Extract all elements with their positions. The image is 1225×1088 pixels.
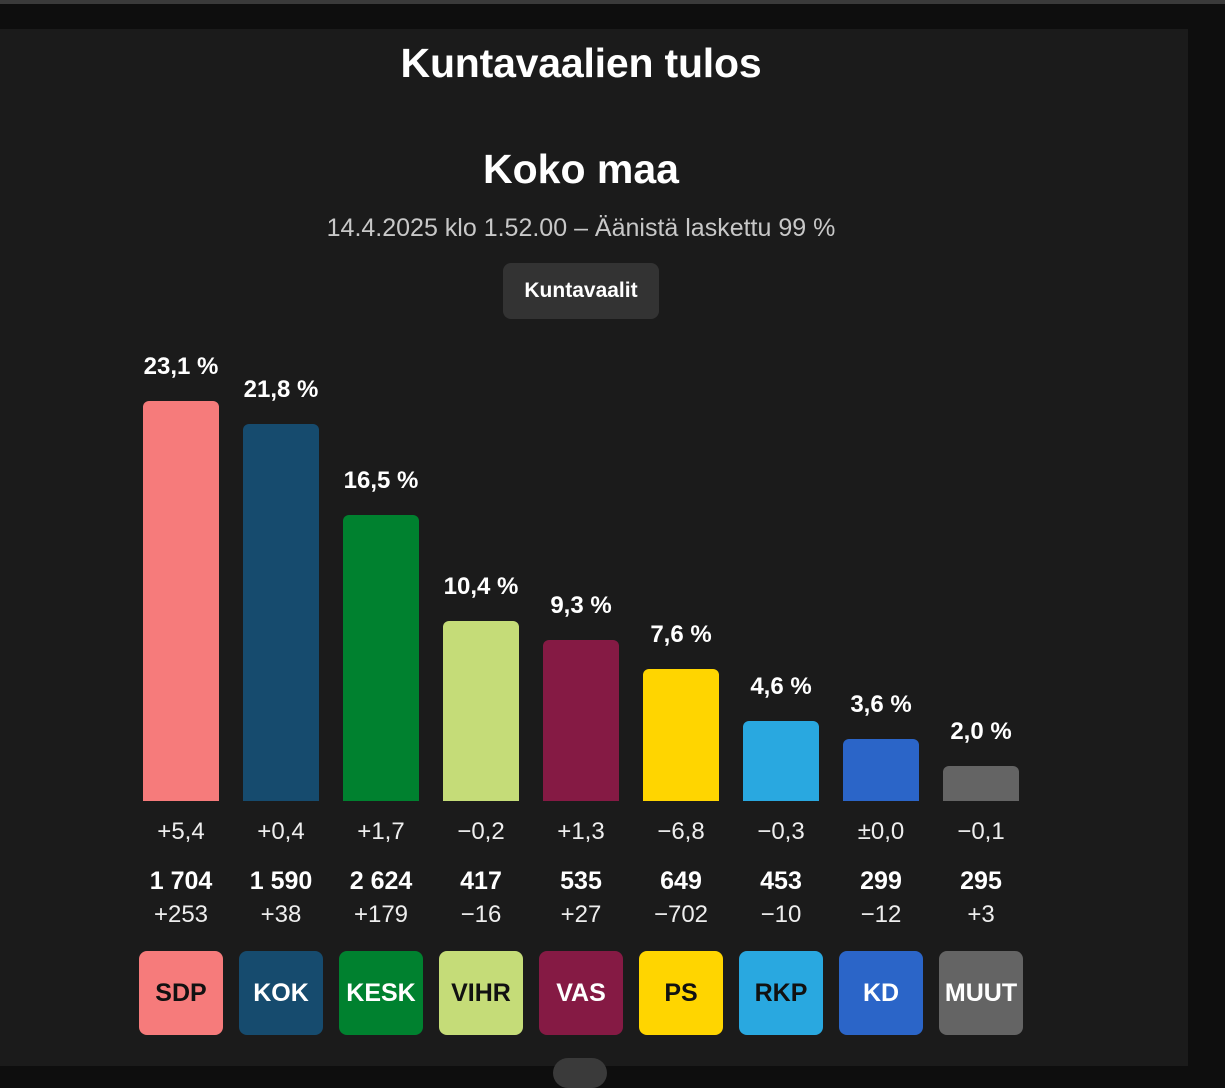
bar-base-mask <box>742 801 820 809</box>
change-label-ps: −6,8 <box>657 818 705 845</box>
change-label-kd: ±0,0 <box>857 818 905 845</box>
value-label-rkp: 4,6 % <box>750 673 812 700</box>
party-badge-vas[interactable]: VAS <box>539 951 623 1035</box>
bar-base-mask <box>242 801 320 809</box>
change-label-sdp: +5,4 <box>157 818 205 845</box>
results-bar-chart <box>142 401 1020 809</box>
seat-change-label-kd: −12 <box>860 901 902 928</box>
window-top-border <box>0 0 1225 4</box>
change-label-muut: −0,1 <box>957 818 1005 845</box>
party-badge-kesk[interactable]: KESK <box>339 951 423 1035</box>
bar-kok <box>243 424 319 807</box>
bar-rkp <box>743 721 819 807</box>
bar-kesk <box>343 515 419 807</box>
bar-vas <box>543 640 619 807</box>
seats-label-vas: 535 <box>560 867 602 895</box>
election-type-button[interactable]: Kuntavaalit <box>503 263 659 319</box>
bar-ps <box>643 669 719 807</box>
bar-base-mask <box>542 801 620 809</box>
party-badge-sdp[interactable]: SDP <box>139 951 223 1035</box>
change-label-vas: +1,3 <box>557 818 605 845</box>
seat-change-label-rkp: −10 <box>760 901 802 928</box>
party-badge-kd[interactable]: KD <box>839 951 923 1035</box>
party-badge-rkp[interactable]: RKP <box>739 951 823 1035</box>
seat-change-label-sdp: +253 <box>153 901 209 928</box>
seats-label-vihr: 417 <box>460 867 502 895</box>
seats-label-kesk: 2 624 <box>349 867 413 895</box>
count-status-text: 14.4.2025 klo 1.52.00 – Äänistä laskettu… <box>326 214 836 242</box>
party-badge-kok[interactable]: KOK <box>239 951 323 1035</box>
party-badge-muut[interactable]: MUUT <box>939 951 1023 1035</box>
bar-base-mask <box>142 801 220 809</box>
value-label-vas: 9,3 % <box>550 592 612 619</box>
party-badge-vihr[interactable]: VIHR <box>439 951 523 1035</box>
bar-base-mask <box>942 801 1020 809</box>
seats-label-rkp: 453 <box>760 867 802 895</box>
bar-vihr <box>443 621 519 807</box>
bar-kd <box>843 739 919 807</box>
value-label-kok: 21,8 % <box>243 376 319 403</box>
seats-label-sdp: 1 704 <box>149 867 213 895</box>
seat-change-label-vihr: −16 <box>460 901 502 928</box>
value-label-sdp: 23,1 % <box>143 353 219 380</box>
bar-sdp <box>143 401 219 807</box>
scroll-handle[interactable] <box>553 1058 607 1088</box>
seat-change-label-kesk: +179 <box>353 901 409 928</box>
value-label-kesk: 16,5 % <box>343 467 419 494</box>
value-label-ps: 7,6 % <box>650 621 712 648</box>
change-label-kesk: +1,7 <box>357 818 405 845</box>
bar-base-mask <box>842 801 920 809</box>
bar-base-mask <box>342 801 420 809</box>
seat-change-label-muut: +3 <box>967 901 995 928</box>
value-label-vihr: 10,4 % <box>443 573 519 600</box>
value-label-muut: 2,0 % <box>950 718 1012 745</box>
seats-label-kok: 1 590 <box>249 867 313 895</box>
bar-muut <box>943 766 1019 807</box>
seats-label-ps: 649 <box>660 867 702 895</box>
party-badge-ps[interactable]: PS <box>639 951 723 1035</box>
bar-base-mask <box>442 801 520 809</box>
seat-change-label-ps: −702 <box>653 901 709 928</box>
page-title: Kuntavaalien tulos <box>400 40 762 86</box>
change-label-rkp: −0,3 <box>757 818 805 845</box>
seats-label-kd: 299 <box>860 867 902 895</box>
seat-change-label-vas: +27 <box>560 901 602 928</box>
seat-change-label-kok: +38 <box>260 901 302 928</box>
region-title: Koko maa <box>483 146 679 192</box>
change-label-kok: +0,4 <box>257 818 305 845</box>
seats-label-muut: 295 <box>960 867 1002 895</box>
bar-base-mask <box>642 801 720 809</box>
change-label-vihr: −0,2 <box>457 818 505 845</box>
value-label-kd: 3,6 % <box>850 691 912 718</box>
